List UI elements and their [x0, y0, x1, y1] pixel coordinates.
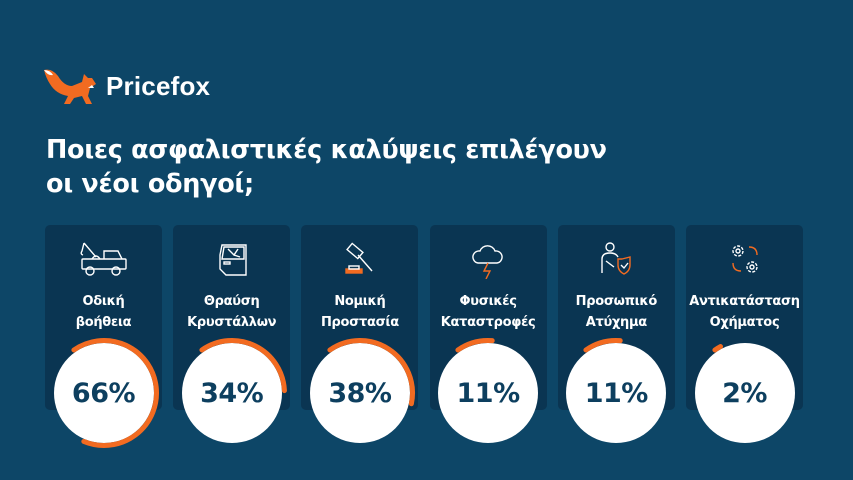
progress-arc — [455, 338, 495, 353]
progress-arc — [711, 344, 723, 353]
percentage-value: 11% — [584, 377, 649, 409]
injured-person-shield-icon — [558, 239, 675, 279]
coverage-label-line-1: Οδική — [82, 294, 125, 309]
progress-arc — [327, 338, 415, 407]
title-line-2: οι νέοι οδηγοί; — [46, 169, 254, 199]
progress-ring — [566, 338, 667, 443]
coverage-label: Αντικατάσταση Οχήματος — [686, 291, 803, 333]
coverage-label: Φυσικές Καταστροφές — [430, 291, 547, 333]
ring-background — [181, 343, 282, 443]
tow-truck-icon — [45, 239, 162, 279]
coverage-label-line-2: Προστασία — [320, 315, 399, 330]
brand-logo: Pricefox — [42, 66, 210, 106]
coverage-label-line-2: βοήθεια — [75, 315, 132, 330]
percentage-value: 66% — [71, 377, 136, 409]
progress-ring — [53, 338, 159, 448]
coverage-label-line-2: Ατύχημα — [585, 315, 647, 330]
coverage-label: Προσωπικό Ατύχημα — [558, 291, 675, 333]
ring-background — [53, 343, 154, 443]
percentage-value: 38% — [328, 377, 392, 409]
page-title: Ποιες ασφαλιστικές καλύψεις επιλέγουν οι… — [46, 133, 607, 201]
progress-arc — [583, 338, 624, 353]
coverage-label-line-1: Θραύση — [203, 294, 260, 309]
coverage-label-line-2: Καταστροφές — [440, 315, 536, 330]
percentage-value: 11% — [456, 377, 521, 409]
ring-background — [566, 343, 667, 443]
progress-ring — [438, 338, 539, 443]
ring-background — [309, 343, 410, 443]
coverage-label-line-2: Κρυστάλλων — [187, 315, 277, 330]
percentage-value: 2% — [722, 377, 767, 409]
fox-icon — [44, 69, 96, 104]
coverage-label: Θραύση Κρυστάλλων — [173, 291, 290, 333]
coverage-label: Νομική Προστασία — [301, 291, 418, 333]
coverage-label-line-1: Αντικατάσταση — [689, 294, 800, 309]
coverage-label-line-1: Νομική — [334, 294, 386, 309]
progress-arc — [199, 338, 287, 394]
progress-ring — [309, 338, 415, 443]
percentage-value: 34% — [200, 377, 264, 409]
progress-ring — [181, 338, 287, 443]
coverage-label: Οδική βοήθεια — [45, 291, 162, 333]
gavel-icon — [301, 239, 418, 279]
progress-ring — [694, 343, 795, 443]
gears-exchange-icon — [686, 239, 803, 279]
coverage-label-line-1: Προσωπικό — [575, 294, 658, 309]
storm-cloud-icon — [430, 239, 547, 279]
ring-background — [438, 343, 539, 443]
brand-name: Pricefox — [106, 70, 211, 101]
coverage-label-line-2: Οχήματος — [709, 315, 780, 330]
broken-car-door-glass-icon — [173, 239, 290, 279]
coverage-label-line-1: Φυσικές — [459, 294, 517, 309]
title-line-1: Ποιες ασφαλιστικές καλύψεις επιλέγουν — [46, 135, 607, 165]
progress-arc — [70, 338, 159, 448]
ring-background — [694, 343, 795, 443]
